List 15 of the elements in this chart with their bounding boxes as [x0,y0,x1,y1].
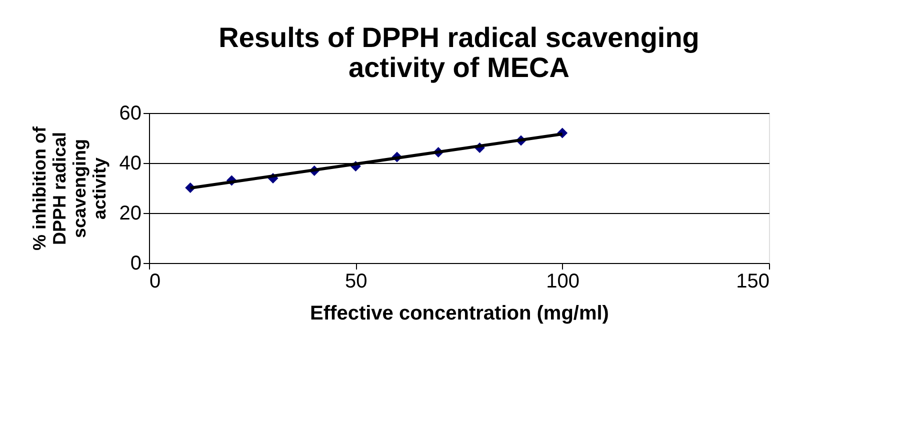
text: activity of MECA [348,52,570,83]
y-tick-label: 40 [119,152,142,174]
y-tick-label: 20 [119,202,142,224]
x-tick-label: 100 [546,270,580,292]
text: scavenging [69,138,90,238]
text: DPPH radical [49,132,70,246]
text: Results of DPPH radical scavenging [218,22,700,53]
x-tick-label: 50 [345,270,368,292]
y-tick-label: 0 [130,252,142,274]
x-tick-label: 150 [736,270,770,292]
x-axis-title: Effective concentration (mg/ml) [310,302,609,324]
y-tick-label: 60 [119,102,142,124]
x-tick-label: 0 [150,270,161,292]
text: % inhibition of [29,126,50,250]
text: activity [89,157,110,220]
